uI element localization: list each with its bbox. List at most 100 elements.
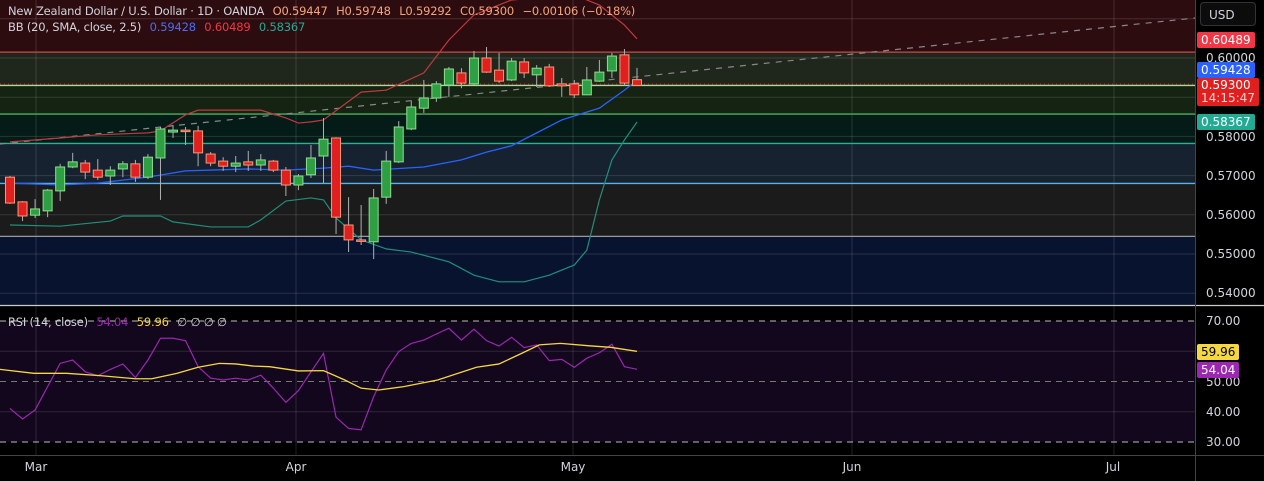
- rsi-tick: 40.00: [1206, 405, 1241, 419]
- low-value: L0.59292: [399, 4, 452, 18]
- bb-lower-value: 0.58367: [258, 20, 306, 34]
- price-tick: 0.54000: [1206, 286, 1256, 300]
- candle-down: [280, 169, 291, 186]
- candle-up: [368, 197, 379, 243]
- candle-up: [581, 79, 592, 96]
- rsi-value: 54.04: [96, 315, 129, 329]
- candle-down: [632, 79, 642, 86]
- candle-down: [5, 176, 15, 204]
- currency-button[interactable]: USD: [1200, 2, 1256, 26]
- bb-basis-badge: 0.59428: [1197, 62, 1255, 78]
- rsi-tick: 30.00: [1206, 435, 1241, 449]
- price-tick: 0.58000: [1206, 130, 1256, 144]
- candle-up: [168, 129, 179, 133]
- time-tick: Jul: [1105, 460, 1121, 474]
- candles: [5, 47, 642, 260]
- candle-down: [481, 57, 492, 73]
- candle-up: [431, 83, 442, 99]
- price-zones: [0, 0, 1195, 442]
- symbol-legend: New Zealand Dollar / U.S. Dollar · 1D · …: [8, 4, 640, 18]
- time-tick: Jun: [842, 460, 862, 474]
- rsi-ma-badge: 59.96: [1197, 344, 1240, 360]
- candle-down: [544, 66, 555, 87]
- price-zone: [0, 236, 1195, 305]
- price-zone: [0, 85, 1195, 115]
- candle-down: [356, 239, 367, 242]
- candle-up: [42, 189, 53, 212]
- candle-up: [293, 175, 304, 186]
- bar-countdown: 14:15:47: [1201, 91, 1255, 105]
- candle-down: [193, 130, 204, 154]
- bb-label: BB (20, SMA, close, 2.5): [8, 20, 142, 34]
- candle-up: [230, 162, 241, 167]
- bb-basis-value: 0.59428: [149, 20, 196, 34]
- candle-up: [55, 166, 66, 192]
- candle-down: [331, 137, 342, 218]
- candle-up: [406, 106, 417, 130]
- high-value: H0.59748: [336, 4, 391, 18]
- rsi-legend[interactable]: RSI (14, close) 54.04 59.96 ∅ ∅ ∅ ∅: [8, 315, 232, 329]
- time-tick: Apr: [285, 460, 307, 474]
- candle-down: [343, 224, 354, 241]
- candle-up: [105, 169, 116, 177]
- candle-up: [255, 159, 266, 166]
- candle-up: [305, 157, 316, 176]
- candle-down: [92, 169, 103, 178]
- candle-up: [381, 160, 392, 198]
- candle-down: [80, 162, 91, 173]
- price-zone: [0, 143, 1195, 184]
- rsi-pane: [0, 327, 638, 431]
- candle-up: [67, 161, 78, 168]
- close-value: C0.59300: [460, 4, 515, 18]
- price-tick: 0.56000: [1206, 208, 1256, 222]
- candle-up: [30, 208, 41, 216]
- symbol-title[interactable]: New Zealand Dollar / U.S. Dollar · 1D · …: [8, 4, 265, 18]
- candle-up: [443, 68, 454, 86]
- bb-basis-line: [9, 79, 638, 186]
- grid-lines: [0, 0, 1195, 455]
- candle-down: [268, 160, 279, 171]
- candle-down: [556, 83, 567, 87]
- candle-down: [619, 54, 630, 84]
- bb-upper-value: 0.60489: [204, 20, 251, 34]
- time-tick: May: [560, 460, 586, 474]
- time-tick: Mar: [24, 460, 48, 474]
- candle-up: [155, 128, 166, 159]
- bb-upper-badge: 0.60489: [1197, 32, 1255, 48]
- bb-lower-badge: 0.58367: [1197, 114, 1255, 130]
- rsi-badge: 54.04: [1197, 362, 1240, 378]
- price-tick: 0.55000: [1206, 247, 1256, 261]
- last-price: 0.59300: [1201, 78, 1251, 92]
- price-zone: [0, 0, 1195, 53]
- candle-down: [456, 72, 467, 84]
- rsi-tick: 70.00: [1206, 314, 1241, 328]
- last-price-badge: 0.59300 14:15:47: [1197, 78, 1259, 106]
- candle-up: [318, 138, 329, 157]
- candle-down: [17, 201, 28, 217]
- rsi-ma-value: 59.96: [136, 315, 169, 329]
- candle-up: [594, 71, 605, 82]
- candle-down: [494, 69, 505, 82]
- candle-up: [393, 126, 404, 163]
- price-tick: 0.60000: [1206, 51, 1256, 65]
- candle-down: [218, 160, 229, 167]
- change-value: −0.00106 (−0.18%): [522, 4, 636, 18]
- candle-up: [468, 57, 479, 85]
- candle-down: [569, 83, 580, 96]
- candle-down: [180, 129, 191, 133]
- bb-legend[interactable]: BB (20, SMA, close, 2.5) 0.59428 0.60489…: [8, 20, 310, 34]
- candle-down: [519, 61, 530, 74]
- candle-up: [142, 156, 153, 178]
- candle-down: [130, 163, 141, 178]
- candle-down: [205, 153, 216, 164]
- rsi-tick: 50.00: [1206, 375, 1241, 389]
- candle-up: [606, 55, 617, 72]
- open-value: O0.59447: [272, 4, 328, 18]
- rsi-label: RSI (14, close): [8, 315, 88, 329]
- candle-up: [506, 60, 517, 81]
- candle-up: [117, 163, 128, 170]
- candle-up: [418, 97, 429, 109]
- candle-up: [531, 67, 542, 76]
- rsi-extra-values: ∅ ∅ ∅ ∅: [177, 315, 227, 329]
